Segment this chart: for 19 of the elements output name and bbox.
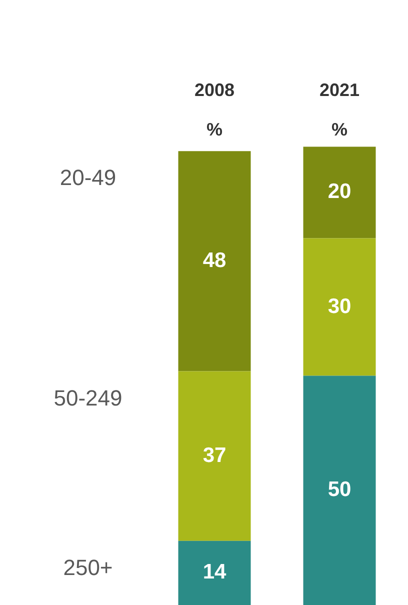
data-label: 50 (328, 478, 352, 502)
data-label: 30 (328, 294, 352, 318)
data-label: 48 (202, 248, 226, 272)
bar (178, 151, 251, 372)
bar (178, 540, 251, 605)
data-label: 37 (202, 444, 226, 467)
text: 20-49 (60, 165, 116, 190)
x-tick-label: 2008 (194, 80, 235, 100)
text: % (206, 120, 223, 140)
bar (303, 146, 376, 238)
bar (303, 238, 376, 376)
text: % (331, 120, 348, 140)
data-label: 20 (328, 180, 352, 204)
data-label: 14 (202, 560, 226, 584)
text: 50-249 (54, 385, 122, 410)
x-tick-label: 2021 (319, 80, 360, 100)
bar (178, 371, 251, 541)
bar (303, 376, 376, 605)
text: 250+ (63, 554, 113, 580)
